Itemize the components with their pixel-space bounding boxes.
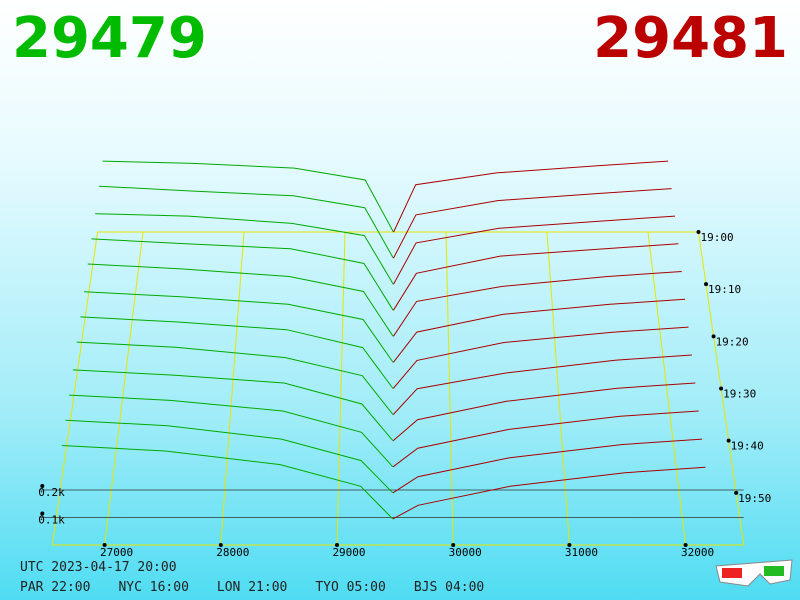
time-tick	[734, 490, 739, 495]
ask-depth-line	[392, 271, 682, 337]
price-tick	[683, 543, 688, 547]
time-tick	[711, 334, 716, 339]
ask-depth-line	[392, 243, 679, 311]
bid-price: 29479	[12, 6, 207, 71]
ask-depth-line	[392, 298, 686, 363]
bid-depth-line	[80, 316, 394, 389]
depth-tick	[40, 511, 45, 516]
ask-depth-line	[392, 410, 699, 468]
price-tick-label: 30000	[449, 546, 482, 559]
bid-depth-line	[95, 213, 394, 285]
time-tick-label: 19:20	[716, 335, 749, 348]
price-tick	[567, 543, 572, 547]
time-tick	[719, 386, 724, 391]
time-tick-label: 19:10	[708, 283, 741, 296]
ask-depth-line	[392, 354, 692, 415]
bid-depth-line	[87, 263, 394, 337]
depth-tick	[40, 484, 45, 488]
price-tick	[218, 543, 223, 547]
ask-depth-line	[392, 438, 703, 494]
ask-price: 29481	[593, 6, 788, 71]
price-tick	[335, 543, 339, 547]
city-time: NYC 16:00	[118, 580, 189, 595]
city-time: TYO 05:00	[315, 580, 386, 595]
price-tick-label: 32000	[681, 546, 714, 559]
price-tick-label: 31000	[565, 546, 598, 559]
time-tick-label: 19:50	[738, 492, 771, 505]
price-grid-line	[220, 231, 245, 546]
bid-depth-line	[65, 419, 394, 494]
price-tick-label: 28000	[216, 546, 249, 559]
floor-frame	[51, 231, 745, 546]
utc-time: UTC 2023-04-17 20:00	[20, 560, 177, 575]
ask-depth-line	[393, 160, 669, 233]
ask-depth-line	[393, 215, 676, 285]
city-time: BJS 04:00	[413, 580, 485, 595]
price-grid-line	[336, 231, 346, 546]
depth-tick-label: 0.2k	[38, 486, 65, 499]
city-times: PAR 22:00 NYC 16:00 LON 21:00 TYO 05:00 BJS …	[20, 580, 512, 595]
bid-depth-line	[102, 160, 394, 233]
bid-depth-line	[69, 394, 394, 468]
price-grid-line	[445, 231, 454, 546]
ask-depth-line	[392, 326, 689, 389]
price-grid-line	[647, 231, 687, 546]
time-tick-label: 19:00	[701, 231, 734, 244]
price-tick	[102, 543, 107, 547]
price-grid-line	[104, 231, 144, 546]
time-tick	[726, 438, 731, 443]
bid-depth-line	[91, 238, 394, 311]
time-tick	[704, 282, 709, 287]
time-tick	[696, 230, 701, 234]
price-tick	[451, 543, 456, 547]
price-grid-line	[546, 231, 570, 546]
price-tick-label: 29000	[332, 546, 365, 559]
city-time: PAR 22:00	[20, 580, 91, 595]
ask-depth-line	[393, 188, 672, 259]
ask-depth-line	[392, 466, 706, 520]
bid-depth-line	[72, 369, 394, 442]
time-tick-label: 19:40	[731, 440, 764, 453]
bid-depth-line	[61, 445, 394, 520]
ask-depth-line	[392, 382, 696, 442]
bid-depth-line	[84, 291, 394, 363]
depth-tick-label: 0.1k	[38, 514, 65, 527]
bid-depth-line	[98, 185, 394, 259]
bid-depth-line	[76, 341, 394, 415]
price-tick-label: 27000	[100, 546, 133, 559]
time-tick-label: 19:30	[723, 388, 756, 401]
city-time: LON 21:00	[216, 580, 288, 595]
